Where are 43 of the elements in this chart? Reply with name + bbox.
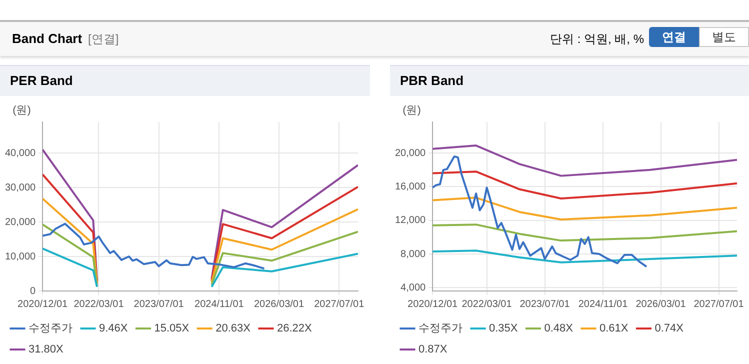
x-tick-label: 2022/03/01	[74, 298, 124, 310]
legend-label: 20.63X	[216, 322, 252, 335]
y-axis-title: (원)	[402, 104, 421, 117]
y-tick-label: 10,000	[4, 251, 36, 262]
x-tick-label: 2020/12/01	[18, 298, 68, 310]
x-tick-label: 2020/12/01	[408, 298, 458, 310]
legend-label: 수정주가	[418, 322, 462, 335]
y-tick-label: 0	[30, 286, 36, 297]
text: [연결]	[88, 31, 119, 48]
text: 별도	[699, 27, 749, 47]
legend-label: 15.05X	[154, 322, 190, 335]
legend-label: 0.48X	[544, 322, 574, 335]
x-tick-label: 2023/07/01	[520, 298, 570, 310]
legend-label: 9.46X	[99, 322, 128, 335]
chart-title: PER Band	[0, 65, 370, 96]
x-tick-label: 2024/11/01	[194, 298, 244, 310]
legend-label: 0.35X	[489, 322, 518, 335]
x-tick-label: 2026/03/01	[254, 298, 304, 310]
x-tick-label: 2022/03/01	[462, 298, 512, 310]
x-tick-label: 2026/03/01	[636, 298, 686, 310]
legend-label: 31.80X	[28, 344, 64, 356]
y-tick-label: 40,000	[4, 148, 36, 159]
y-tick-label: 4,000	[400, 282, 426, 294]
y-tick-label: 20,000	[394, 148, 426, 159]
y-tick-label: 16,000	[394, 181, 426, 192]
text: 연결	[649, 27, 699, 47]
chart-title: PBR Band	[390, 65, 749, 96]
x-tick-label: 2023/07/01	[134, 298, 184, 310]
y-tick-label: 8,000	[400, 248, 426, 260]
text: 단위 : 억원, 배, %	[550, 31, 644, 48]
y-tick-label: 20,000	[4, 216, 36, 228]
legend-label: 0.74X	[654, 322, 684, 335]
y-tick-label: 12,000	[394, 215, 426, 226]
y-tick-label: 30,000	[4, 182, 36, 194]
x-tick-label: 2024/11/01	[578, 298, 628, 310]
legend-label: 수정주가	[28, 322, 72, 335]
legend-label: 26.22X	[276, 322, 312, 335]
legend-label: 0.61X	[599, 322, 629, 335]
legend-label: 0.87X	[418, 344, 448, 356]
text: Band Chart	[12, 31, 82, 46]
x-tick-label: 2027/07/01	[314, 298, 365, 310]
y-axis-title: (원)	[12, 104, 31, 117]
x-tick-label: 2027/07/01	[694, 298, 744, 310]
